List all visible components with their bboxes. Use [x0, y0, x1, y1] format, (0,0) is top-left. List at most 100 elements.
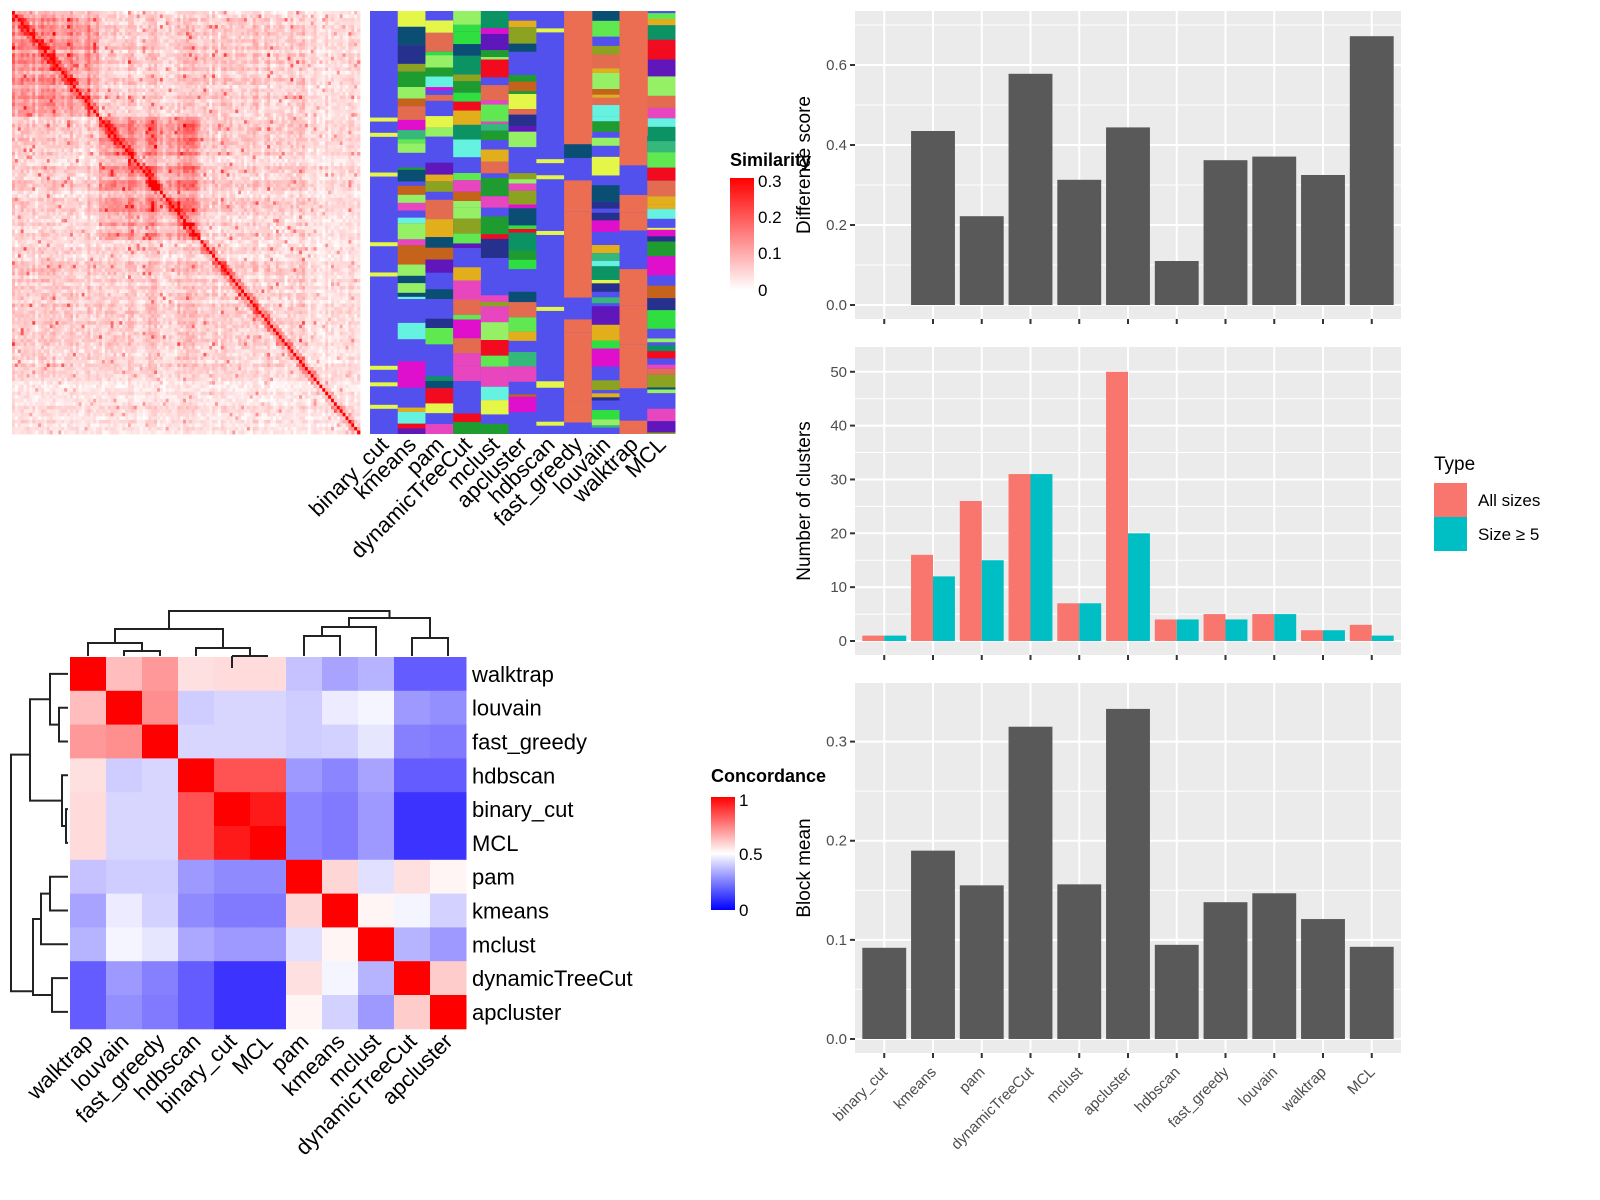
similarity-cell: [200, 137, 204, 142]
similarity-cell: [186, 106, 190, 111]
similarity-cell: [128, 113, 132, 118]
similarity-cell: [188, 74, 193, 79]
similarity-cell: [273, 113, 277, 118]
similarity-cell: [310, 95, 314, 100]
similarity-cell: [325, 35, 329, 40]
similarity-cell: [246, 18, 251, 22]
similarity-cell: [304, 127, 309, 132]
similarity-cell: [165, 95, 169, 100]
similarity-cell: [278, 144, 283, 149]
similarity-cell: [217, 81, 222, 86]
similarity-cell: [302, 63, 306, 68]
similarity-cell: [194, 141, 198, 146]
similarity-cell: [81, 70, 85, 75]
similarity-cell: [55, 74, 59, 79]
similarity-cell: [328, 88, 332, 93]
similarity-cell: [348, 67, 352, 72]
similarity-cell: [32, 85, 36, 89]
similarity-cell: [23, 99, 27, 104]
similarity-cell: [87, 42, 91, 47]
similarity-cell: [139, 109, 143, 114]
similarity-cell: [49, 46, 53, 51]
similarity-cell: [171, 148, 175, 153]
similarity-cell: [38, 106, 42, 111]
similarity-cell: [177, 60, 181, 65]
similarity-cell: [345, 81, 349, 86]
similarity-cell: [197, 137, 201, 142]
similarity-cell: [35, 88, 39, 93]
similarity-cell: [293, 123, 297, 128]
similarity-cell: [246, 130, 251, 135]
similarity-cell: [226, 92, 230, 96]
similarity-cell: [203, 120, 207, 125]
similarity-cell: [84, 49, 88, 54]
similarity-cell: [58, 148, 62, 153]
similarity-cell: [58, 152, 62, 156]
similarity-cell: [223, 81, 227, 86]
similarity-cell: [157, 67, 161, 72]
similarity-cell: [46, 141, 51, 146]
similarity-cell: [101, 92, 106, 96]
similarity-cell: [220, 18, 225, 22]
similarity-cell: [200, 70, 204, 75]
similarity-cell: [223, 123, 227, 128]
similarity-cell: [148, 92, 152, 96]
similarity-cell: [261, 141, 265, 146]
similarity-cell: [84, 102, 88, 107]
similarity-cell: [20, 116, 24, 121]
similarity-cell: [235, 46, 239, 51]
similarity-cell: [35, 113, 39, 118]
similarity-cell: [38, 32, 42, 37]
similarity-cell: [78, 32, 82, 37]
similarity-cell: [206, 144, 210, 149]
similarity-cell: [183, 155, 187, 160]
similarity-cell: [267, 18, 271, 22]
similarity-cell: [336, 28, 341, 33]
similarity-cell: [139, 14, 143, 19]
similarity-cell: [110, 14, 114, 19]
similarity-cell: [139, 32, 143, 37]
similarity-cell: [186, 21, 190, 26]
similarity-cell: [14, 11, 19, 15]
similarity-cell: [264, 148, 268, 153]
similarity-cell: [215, 81, 219, 86]
similarity-cell: [49, 81, 53, 86]
similarity-cell: [264, 60, 268, 65]
similarity-cell: [209, 28, 213, 33]
similarity-cell: [209, 152, 213, 156]
similarity-cell: [142, 141, 146, 146]
similarity-cell: [322, 144, 326, 149]
similarity-cell: [191, 99, 196, 104]
similarity-cell: [78, 39, 82, 44]
similarity-cell: [351, 99, 355, 104]
similarity-cell: [46, 134, 51, 139]
similarity-cell: [217, 106, 222, 111]
similarity-cell: [81, 144, 85, 149]
similarity-cell: [264, 152, 268, 156]
similarity-cell: [194, 63, 198, 68]
similarity-cell: [328, 11, 332, 15]
similarity-cell: [20, 21, 24, 26]
similarity-cell: [43, 56, 48, 61]
similarity-cell: [342, 81, 346, 86]
similarity-cell: [342, 137, 346, 142]
similarity-cell: [38, 70, 42, 75]
similarity-cell: [238, 113, 242, 118]
similarity-cell: [241, 25, 245, 30]
similarity-cell: [87, 46, 91, 51]
similarity-cell: [26, 127, 30, 132]
similarity-cell: [238, 148, 242, 153]
similarity-cell: [209, 67, 213, 72]
similarity-cell: [348, 77, 352, 82]
similarity-cell: [142, 134, 146, 139]
similarity-cell: [351, 116, 355, 121]
similarity-cell: [197, 130, 201, 135]
similarity-cell: [142, 28, 146, 33]
similarity-cell: [20, 141, 24, 146]
similarity-cell: [299, 49, 303, 54]
similarity-cell: [302, 32, 306, 37]
similarity-cell: [197, 92, 201, 96]
similarity-cell: [206, 137, 210, 142]
similarity-cell: [52, 39, 56, 44]
similarity-cell: [180, 123, 184, 128]
